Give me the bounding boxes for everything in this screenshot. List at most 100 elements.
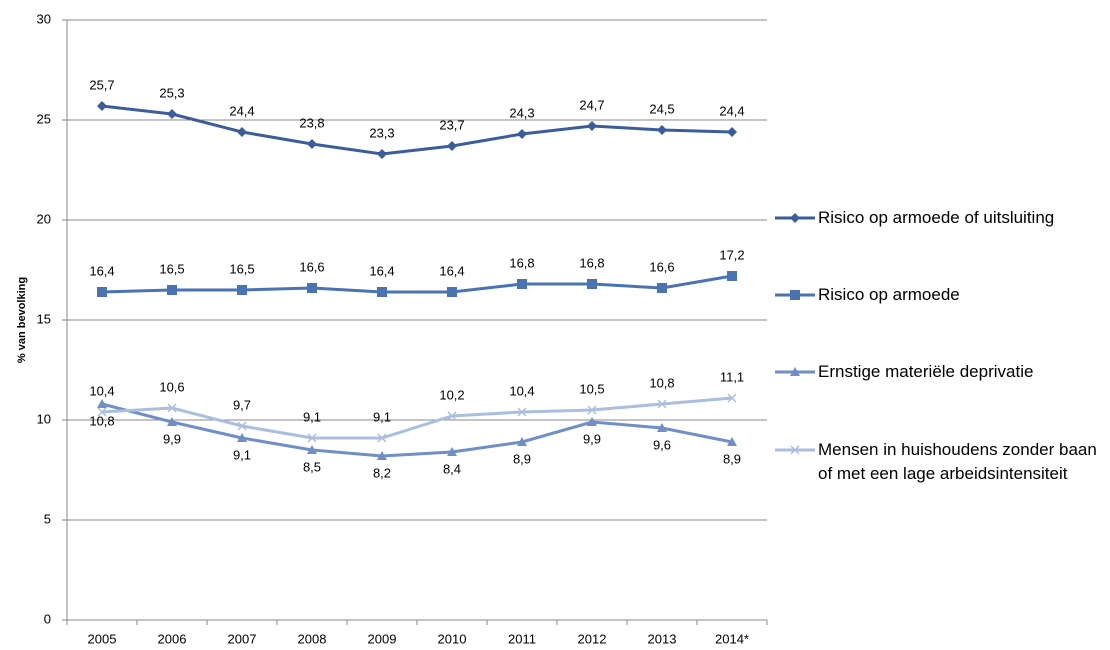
data-label: 16,8	[509, 255, 534, 270]
data-label: 8,5	[303, 459, 321, 474]
data-point	[97, 101, 107, 111]
x-tick-label: 2014*	[715, 631, 749, 646]
data-point	[657, 125, 667, 135]
data-label: 10,2	[439, 387, 464, 402]
data-label: 25,7	[89, 77, 114, 92]
x-tick-label: 2012	[578, 631, 607, 646]
data-point	[377, 149, 387, 159]
data-point	[517, 407, 527, 417]
data-label: 16,4	[369, 263, 394, 278]
data-label: 16,4	[439, 263, 464, 278]
data-label: 8,2	[373, 465, 391, 480]
data-label: 9,7	[233, 397, 251, 412]
data-point	[167, 109, 177, 119]
data-point	[97, 287, 107, 297]
y-tick-label: 0	[44, 611, 51, 626]
legend-marker	[790, 290, 800, 300]
data-point	[587, 279, 597, 289]
data-label: 9,1	[233, 447, 251, 462]
data-point	[447, 141, 457, 151]
data-label: 23,8	[299, 115, 324, 130]
data-point	[377, 433, 387, 443]
data-point	[237, 127, 247, 137]
x-tick-label: 2005	[88, 631, 117, 646]
y-tick-label: 20	[37, 211, 51, 226]
data-point	[727, 437, 737, 446]
data-point	[307, 283, 317, 293]
data-label: 10,4	[89, 383, 114, 398]
data-label: 9,1	[303, 409, 321, 424]
data-label: 16,4	[89, 263, 114, 278]
data-label: 16,6	[649, 259, 674, 274]
data-label: 9,1	[373, 409, 391, 424]
series-line	[101, 274, 733, 294]
data-label: 9,9	[163, 431, 181, 446]
legend-label: Risico op armoede of uitsluiting	[818, 208, 1055, 227]
data-label: 25,3	[159, 85, 184, 100]
y-tick-label: 5	[44, 511, 51, 526]
data-label: 8,4	[443, 461, 461, 476]
data-point	[307, 139, 317, 149]
data-label: 16,5	[229, 261, 254, 276]
data-label: 11,1	[720, 369, 744, 384]
legend-marker	[790, 367, 800, 376]
legend-marker	[790, 445, 800, 455]
x-tick-label: 2006	[158, 631, 187, 646]
x-tick-label: 2010	[438, 631, 467, 646]
data-label: 8,9	[723, 451, 741, 466]
data-point	[587, 417, 597, 426]
data-point	[447, 287, 457, 297]
data-point	[727, 271, 737, 281]
data-point	[587, 121, 597, 131]
data-point	[447, 447, 457, 456]
data-point	[377, 287, 387, 297]
data-point	[97, 407, 107, 417]
data-label: 17,2	[719, 247, 744, 262]
legend-label: Risico op armoede	[818, 285, 960, 304]
data-label: 10,8	[649, 375, 674, 390]
data-label: 23,3	[369, 125, 394, 140]
data-label: 23,7	[439, 117, 464, 132]
data-point	[167, 285, 177, 295]
legend-label: Mensen in huishoudens zonder baan of met…	[818, 440, 1097, 483]
y-axis-title: % van bevolking	[16, 277, 28, 363]
data-point	[307, 433, 317, 443]
data-label: 10,4	[509, 383, 534, 398]
data-point	[727, 393, 737, 403]
data-point	[237, 433, 247, 442]
legend-marker	[790, 213, 800, 223]
legend-label: Ernstige materiële deprivatie	[818, 362, 1034, 381]
data-label: 9,6	[653, 437, 671, 452]
series-line	[101, 396, 733, 440]
y-tick-label: 10	[37, 411, 51, 426]
x-tick-label: 2009	[368, 631, 397, 646]
y-tick-label: 25	[37, 111, 51, 126]
data-point	[517, 437, 527, 446]
data-label: 16,6	[299, 259, 324, 274]
data-point	[587, 405, 597, 415]
data-point	[517, 279, 527, 289]
data-point	[237, 421, 247, 431]
x-tick-label: 2008	[298, 631, 327, 646]
y-tick-label: 30	[37, 11, 51, 26]
data-label: 24,4	[229, 103, 254, 118]
data-label: 24,4	[719, 103, 744, 118]
data-point	[167, 417, 177, 426]
data-label: 24,7	[579, 97, 604, 112]
data-label: 24,5	[649, 101, 674, 116]
data-point	[377, 451, 387, 460]
data-label: 16,5	[159, 261, 184, 276]
x-tick-label: 2013	[648, 631, 677, 646]
data-point	[727, 127, 737, 137]
data-point	[657, 423, 667, 432]
data-label: 24,3	[509, 105, 534, 120]
data-label: 8,9	[513, 451, 531, 466]
data-point	[657, 399, 667, 409]
data-label: 10,6	[159, 379, 184, 394]
series-line	[101, 402, 733, 458]
x-tick-label: 2011	[508, 631, 536, 646]
data-point	[307, 445, 317, 454]
x-tick-label: 2007	[228, 631, 257, 646]
data-point	[237, 285, 247, 295]
